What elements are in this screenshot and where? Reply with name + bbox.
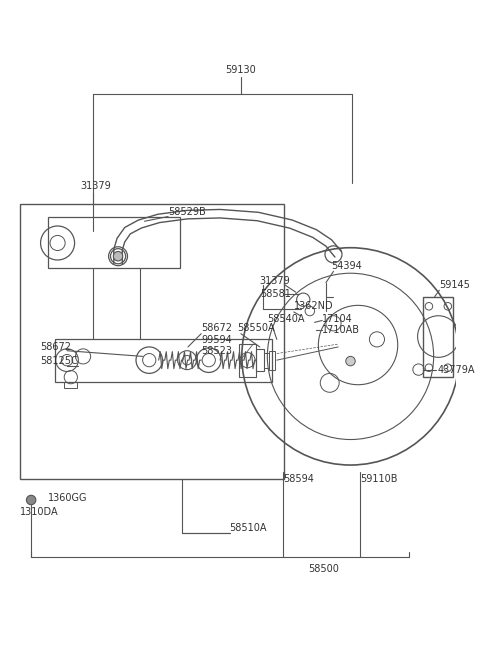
Text: 1310DA: 1310DA bbox=[20, 507, 59, 517]
Text: 58510A: 58510A bbox=[229, 524, 267, 533]
Bar bbox=[269, 351, 275, 370]
Bar bbox=[264, 353, 269, 368]
Text: 31379: 31379 bbox=[260, 276, 290, 286]
Text: 59110B: 59110B bbox=[360, 474, 397, 484]
Text: 1362ND: 1362ND bbox=[294, 302, 334, 311]
Bar bbox=[55, 340, 272, 382]
Bar bbox=[239, 344, 256, 377]
Text: 31379: 31379 bbox=[80, 181, 111, 191]
Text: 43779A: 43779A bbox=[437, 365, 475, 374]
Text: 99594: 99594 bbox=[201, 335, 232, 346]
Text: 58540A: 58540A bbox=[267, 313, 305, 324]
Circle shape bbox=[113, 252, 123, 261]
Text: 1710AB: 1710AB bbox=[322, 325, 360, 335]
Text: 58594: 58594 bbox=[283, 474, 314, 484]
Text: 54394: 54394 bbox=[332, 261, 362, 271]
Circle shape bbox=[114, 252, 122, 260]
Bar bbox=[256, 349, 264, 371]
Bar bbox=[423, 297, 454, 377]
Text: 58550A: 58550A bbox=[237, 323, 275, 333]
Text: 58125C: 58125C bbox=[41, 356, 78, 366]
Bar bbox=[64, 382, 77, 388]
Text: 58523: 58523 bbox=[201, 346, 232, 355]
Bar bbox=[48, 217, 180, 269]
Text: 58581: 58581 bbox=[260, 289, 291, 299]
Text: 59145: 59145 bbox=[439, 280, 470, 290]
Text: 17104: 17104 bbox=[322, 313, 353, 324]
Bar bbox=[20, 204, 284, 479]
Text: 58529B: 58529B bbox=[168, 207, 206, 217]
Text: 58672: 58672 bbox=[41, 342, 72, 352]
Text: 58672: 58672 bbox=[201, 323, 232, 333]
Text: 59130: 59130 bbox=[226, 65, 256, 75]
Text: 58500: 58500 bbox=[309, 564, 339, 574]
Circle shape bbox=[346, 356, 355, 366]
Text: 1360GG: 1360GG bbox=[48, 493, 88, 503]
Circle shape bbox=[26, 495, 36, 505]
